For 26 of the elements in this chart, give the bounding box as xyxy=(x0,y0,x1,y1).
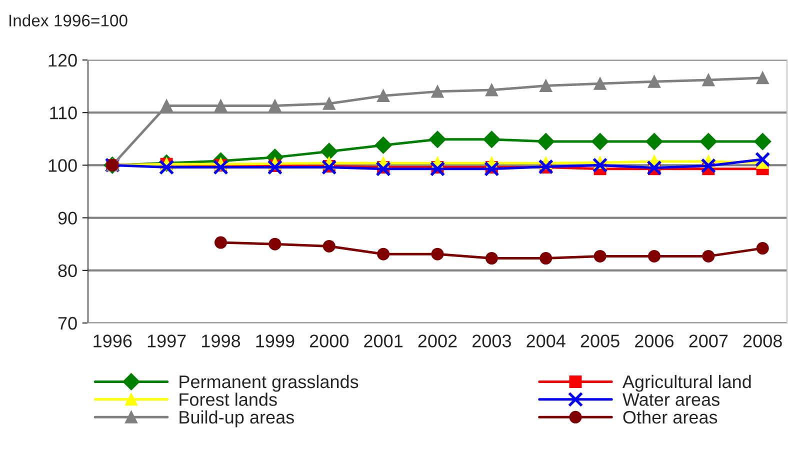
x-tick-label: 1998 xyxy=(202,334,240,348)
x-tick-label: 1999 xyxy=(256,334,294,348)
legend-label: Permanent grasslands xyxy=(180,374,358,392)
y-tick-label: 100 xyxy=(48,159,77,172)
x-tick-label: 2002 xyxy=(418,334,457,348)
x-tick-label: 1996 xyxy=(94,334,132,348)
legend-label: Other areas xyxy=(623,410,718,424)
legend-label: Water areas xyxy=(622,393,720,406)
x-tick-label: 1997 xyxy=(148,334,186,348)
y-tick-label: 70 xyxy=(58,316,77,330)
legend-label: Agricultural land xyxy=(622,374,751,392)
x-tick-label: 2004 xyxy=(526,334,566,348)
x-tick-label: 2005 xyxy=(580,334,620,348)
y-tick-label: 120 xyxy=(48,54,77,67)
y-axis-title: Index 1996=100 xyxy=(10,14,128,26)
legend-label: Build-up areas xyxy=(180,410,294,428)
y-tick-label: 80 xyxy=(58,264,77,278)
y-tick-label: 90 xyxy=(58,212,77,225)
x-tick-label: 2008 xyxy=(743,334,782,348)
y-tick-label: 110 xyxy=(50,106,77,120)
x-tick-label: 2000 xyxy=(310,334,349,348)
legend-label: Forest lands xyxy=(180,392,277,406)
x-tick-label: 2001 xyxy=(364,334,403,348)
x-tick-label: 2003 xyxy=(472,334,511,348)
x-tick-label: 2006 xyxy=(635,334,674,348)
x-tick-label: 2007 xyxy=(689,334,728,348)
